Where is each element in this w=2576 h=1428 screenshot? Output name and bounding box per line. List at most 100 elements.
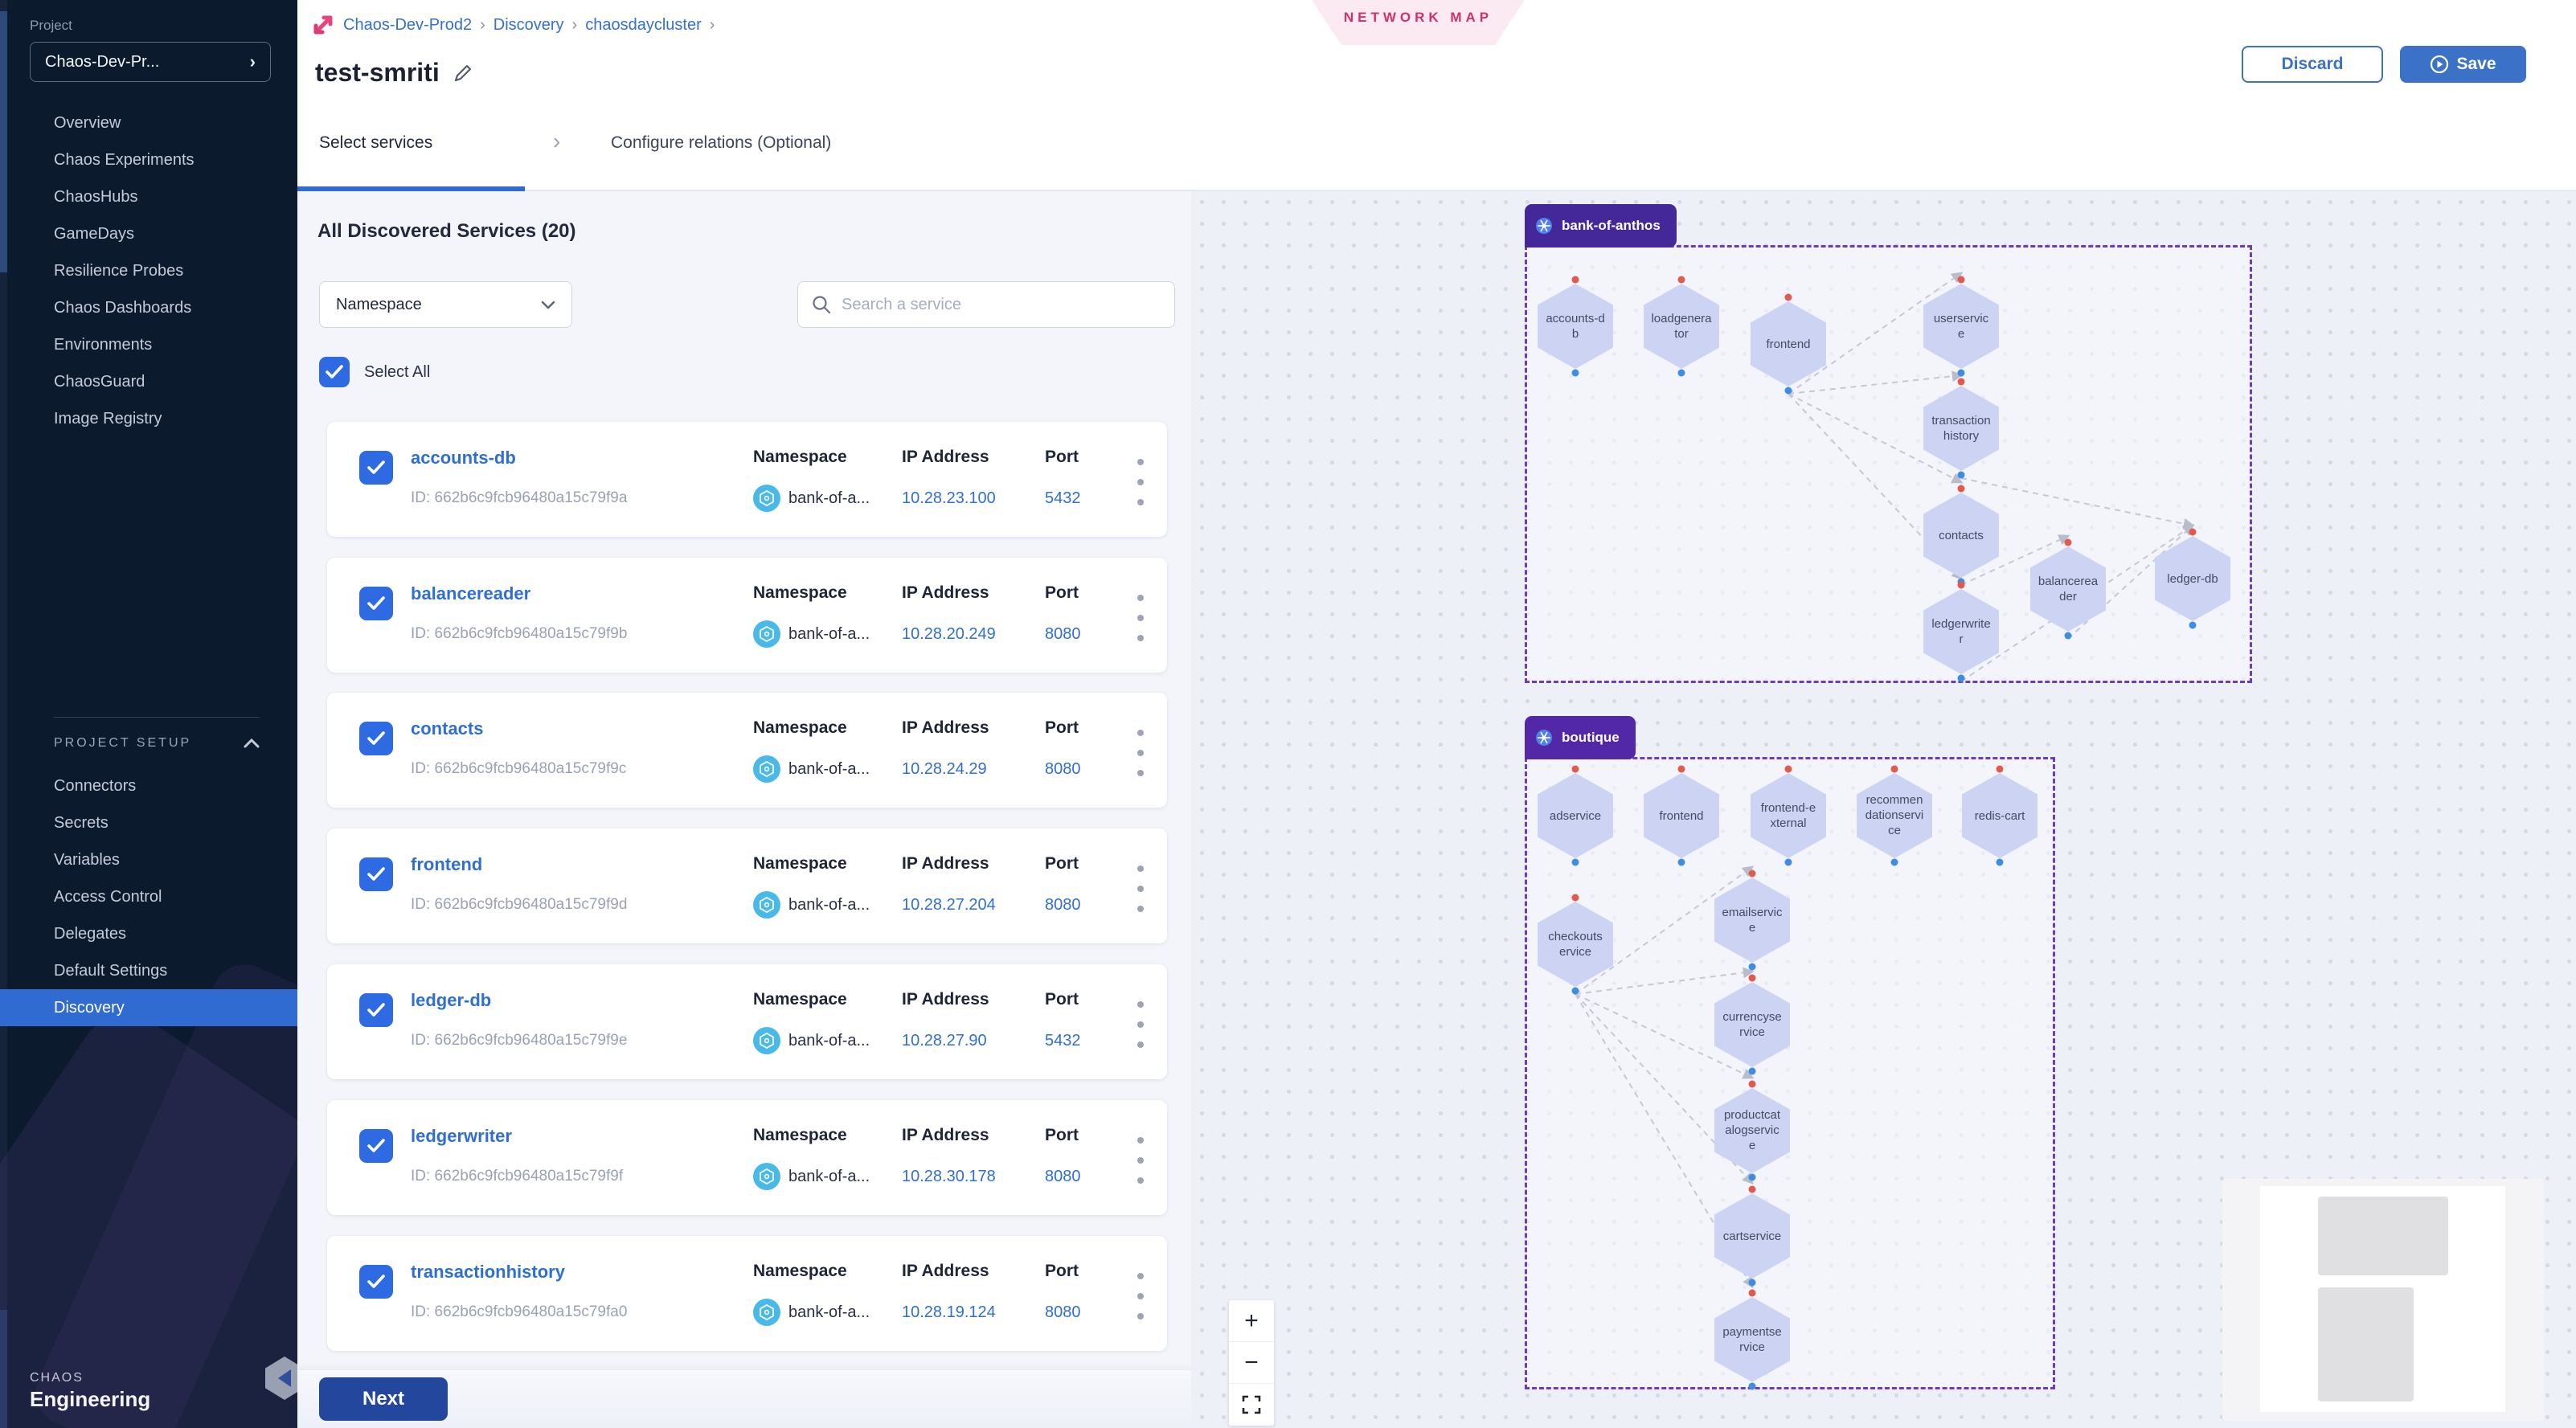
next-button[interactable]: Next — [319, 1377, 448, 1421]
service-name-link[interactable]: frontend — [411, 854, 483, 874]
row-menu-button[interactable] — [1127, 454, 1154, 510]
ip-address-value[interactable]: 10.28.30.178 — [902, 1168, 996, 1185]
sidebar-nav: Overview Chaos Experiments ChaosHubs GameDa… — [0, 104, 297, 437]
sidebar-item-delegates[interactable]: Delegates — [54, 925, 127, 943]
service-node-cartservice[interactable]: cartservice — [1714, 1185, 1790, 1287]
service-name-link[interactable]: accounts-db — [411, 448, 516, 468]
service-node-userservice[interactable]: userservic e — [1923, 276, 1999, 377]
service-node-checkoutservice[interactable]: checkouts ervice — [1538, 894, 1613, 995]
service-node-frontend-external[interactable]: frontend-e xternal — [1751, 765, 1826, 866]
sidebar-item-chaoshubs[interactable]: ChaosHubs — [54, 188, 138, 206]
cluster-badge[interactable]: bank-of-anthos — [1525, 204, 1677, 248]
chevron-up-icon — [244, 739, 260, 748]
service-node-loadgenerator[interactable]: loadgenera tor — [1644, 276, 1719, 377]
network-map-canvas[interactable]: + − bank-of-anthos accounts-d b loadgenera t… — [1191, 191, 2576, 1428]
select-all-checkbox[interactable] — [319, 357, 350, 387]
service-checkbox[interactable] — [359, 587, 393, 620]
breadcrumb-link[interactable]: Chaos-Dev-Prod2 — [343, 15, 473, 34]
cluster-boutique[interactable]: boutique adservice frontend frontend-e xtern… — [1525, 716, 2055, 1390]
svg-text:balancereader: balancerea der — [2038, 575, 2099, 604]
row-menu-button[interactable] — [1127, 1132, 1154, 1189]
service-node-accounts-db[interactable]: accounts-d b — [1538, 276, 1613, 377]
service-node-paymentservice[interactable]: paymentse rvice — [1714, 1289, 1790, 1390]
zoom-out-button[interactable]: − — [1229, 1342, 1274, 1384]
service-checkbox[interactable] — [359, 451, 393, 485]
service-checkbox[interactable] — [359, 1265, 393, 1299]
breadcrumb-separator: › — [571, 15, 578, 34]
service-checkbox[interactable] — [359, 993, 393, 1027]
service-name-link[interactable]: ledger-db — [411, 990, 492, 1010]
ip-address-value[interactable]: 10.28.27.204 — [902, 896, 996, 914]
project-setup-header[interactable]: PROJECT SETUP — [54, 736, 260, 751]
service-node-currencyservice[interactable]: currencyse rvice — [1714, 974, 1790, 1075]
service-checkbox[interactable] — [359, 857, 393, 891]
svg-text:frontend: frontend — [1766, 338, 1810, 351]
service-checkbox[interactable] — [359, 1129, 393, 1163]
breadcrumb: Chaos-Dev-Prod2 › Discovery › chaosdaycluste… — [311, 13, 715, 37]
service-node-productcatalogservice[interactable]: productcat alogservic e — [1714, 1080, 1790, 1181]
service-node-adservice[interactable]: adservice — [1538, 765, 1613, 866]
sidebar-item-variables[interactable]: Variables — [54, 851, 120, 869]
breadcrumb-link[interactable]: Discovery — [493, 15, 564, 34]
service-node-frontend[interactable]: frontend — [1644, 765, 1719, 866]
sidebar-item-access-control[interactable]: Access Control — [54, 888, 162, 906]
cluster-badge[interactable]: boutique — [1525, 716, 1636, 759]
ip-address-value[interactable]: 10.28.23.100 — [902, 489, 996, 507]
project-selector[interactable]: Chaos-Dev-Pr... › — [30, 42, 271, 82]
tab-select-services[interactable]: Select services — [319, 133, 433, 152]
sidebar-item-connectors[interactable]: Connectors — [54, 777, 137, 795]
service-node-recommendationservice[interactable]: recommen dationservi ce — [1857, 765, 1932, 866]
row-menu-button[interactable] — [1127, 1268, 1154, 1324]
edit-pencil-icon[interactable] — [453, 63, 473, 84]
namespace-icon — [753, 1027, 780, 1054]
sidebar-item-discovery[interactable]: Discovery — [0, 989, 297, 1026]
service-name-link[interactable]: contacts — [411, 718, 484, 739]
ip-address-value[interactable]: 10.28.19.124 — [902, 1303, 996, 1321]
sidebar-item-chaos-experiments[interactable]: Chaos Experiments — [54, 151, 195, 169]
kubernetes-icon — [1536, 218, 1552, 234]
search-input[interactable] — [842, 295, 1161, 314]
service-node-balancereader[interactable]: balancerea der — [2030, 538, 2106, 640]
breadcrumb-separator: › — [480, 15, 485, 34]
service-name-link[interactable]: transactionhistory — [411, 1262, 565, 1282]
service-name-link[interactable]: balancereader — [411, 583, 531, 604]
service-node-contacts[interactable]: contacts — [1923, 485, 1999, 586]
save-button[interactable]: Save — [2400, 46, 2526, 83]
rail-segment — [0, 11, 7, 272]
zoom-in-button[interactable]: + — [1229, 1300, 1274, 1342]
ip-address-value[interactable]: 10.28.27.90 — [902, 1032, 987, 1050]
row-menu-button[interactable] — [1127, 996, 1154, 1053]
service-node-ledgerwriter[interactable]: ledgerwrite r — [1923, 581, 1999, 682]
service-node-redis-cart[interactable]: redis-cart — [1962, 765, 2037, 866]
placeholder-block — [2318, 1287, 2414, 1401]
service-name-link[interactable]: ledgerwriter — [411, 1126, 512, 1146]
port-value: 5432 — [1045, 1032, 1081, 1050]
namespace-filter-dropdown[interactable]: Namespace — [319, 281, 572, 328]
sidebar-item-chaos-dashboards[interactable]: Chaos Dashboards — [54, 299, 192, 317]
sidebar-item-chaosguard[interactable]: ChaosGuard — [54, 373, 145, 391]
module-rail[interactable] — [0, 0, 7, 1428]
row-menu-button[interactable] — [1127, 725, 1154, 781]
tab-configure-relations[interactable]: Configure relations (Optional) — [611, 133, 832, 152]
sidebar-item-image-registry[interactable]: Image Registry — [54, 410, 162, 428]
sidebar-item-gamedays[interactable]: GameDays — [54, 225, 135, 243]
cluster-bank-of-anthos[interactable]: bank-of-anthos accounts-d b loadgenera tor fr… — [1525, 204, 2252, 683]
sidebar-item-secrets[interactable]: Secrets — [54, 814, 109, 832]
sidebar-item-default-settings[interactable]: Default Settings — [54, 962, 168, 980]
service-node-transactionhistory[interactable]: transaction history — [1923, 378, 1999, 479]
service-checkbox[interactable] — [359, 722, 393, 755]
row-menu-button[interactable] — [1127, 590, 1154, 646]
sidebar-item-environments[interactable]: Environments — [54, 336, 153, 354]
service-node-ledger-db[interactable]: ledger-db — [2155, 528, 2230, 629]
service-node-frontend[interactable]: frontend — [1751, 293, 1826, 395]
discard-button[interactable]: Discard — [2242, 46, 2383, 83]
sidebar-item-overview[interactable]: Overview — [54, 114, 121, 132]
ip-address-value[interactable]: 10.28.20.249 — [902, 625, 996, 643]
breadcrumb-link[interactable]: chaosdaycluster — [585, 15, 702, 34]
fullscreen-button[interactable] — [1229, 1384, 1274, 1426]
row-menu-button[interactable] — [1127, 861, 1154, 917]
service-node-emailservice[interactable]: emailservic e — [1714, 869, 1790, 971]
ip-address-value[interactable]: 10.28.24.29 — [902, 760, 987, 778]
sidebar-item-resilience-probes[interactable]: Resilience Probes — [54, 262, 184, 280]
